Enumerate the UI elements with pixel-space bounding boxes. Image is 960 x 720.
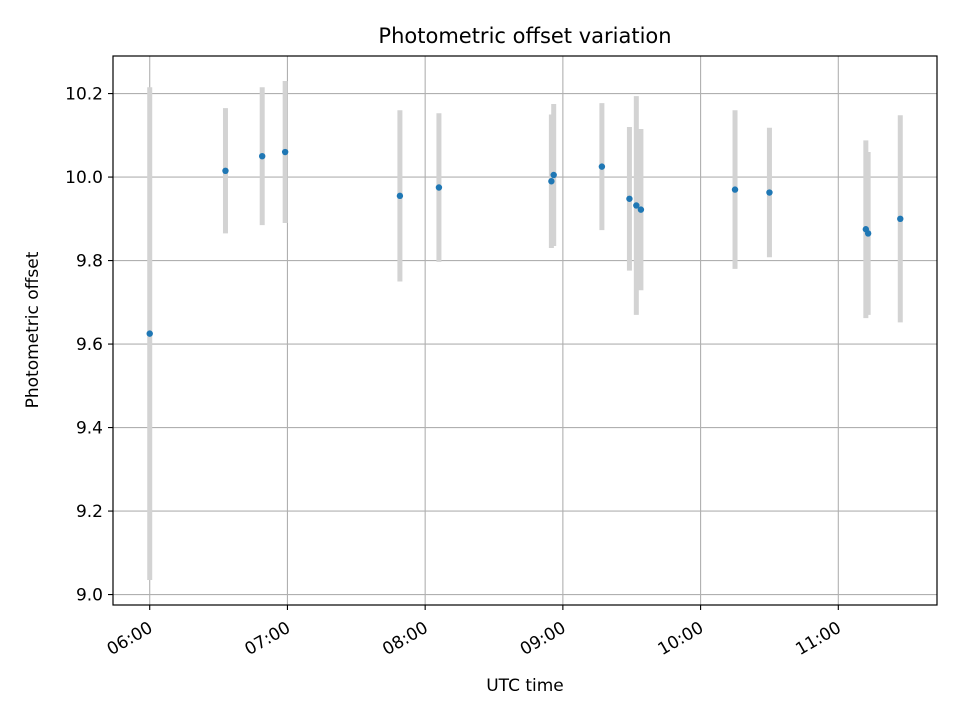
grid-lines — [113, 56, 937, 605]
data-point — [731, 186, 739, 193]
data-point — [637, 206, 645, 213]
chart-title: Photometric offset variation — [378, 24, 671, 48]
y-tick-label: 10.0 — [65, 168, 103, 188]
y-tick-label: 10.2 — [65, 85, 103, 105]
data-point — [633, 202, 640, 209]
y-tick-label: 9.6 — [76, 335, 103, 355]
y-tick-label: 9.0 — [76, 586, 103, 606]
data-point — [258, 152, 266, 160]
data-point — [396, 192, 404, 200]
data-point — [146, 330, 153, 337]
data-point — [550, 171, 557, 179]
y-axis-label: Photometric offset — [23, 251, 43, 408]
data-point — [281, 148, 289, 156]
data-point — [864, 230, 872, 237]
y-tick-label: 9.4 — [76, 419, 103, 439]
data-point — [626, 195, 633, 202]
data-point — [766, 189, 773, 196]
data-point — [598, 163, 606, 170]
plot-area — [113, 56, 937, 605]
y-tick-label: 9.2 — [76, 502, 103, 522]
data-point — [435, 184, 443, 191]
data-point — [897, 215, 904, 223]
data-points — [146, 148, 904, 337]
data-point — [222, 167, 229, 175]
data-point — [548, 178, 555, 185]
plot-frame — [112, 55, 938, 606]
x-axis-label: UTC time — [486, 676, 564, 696]
y-tick-label: 9.8 — [76, 252, 103, 272]
